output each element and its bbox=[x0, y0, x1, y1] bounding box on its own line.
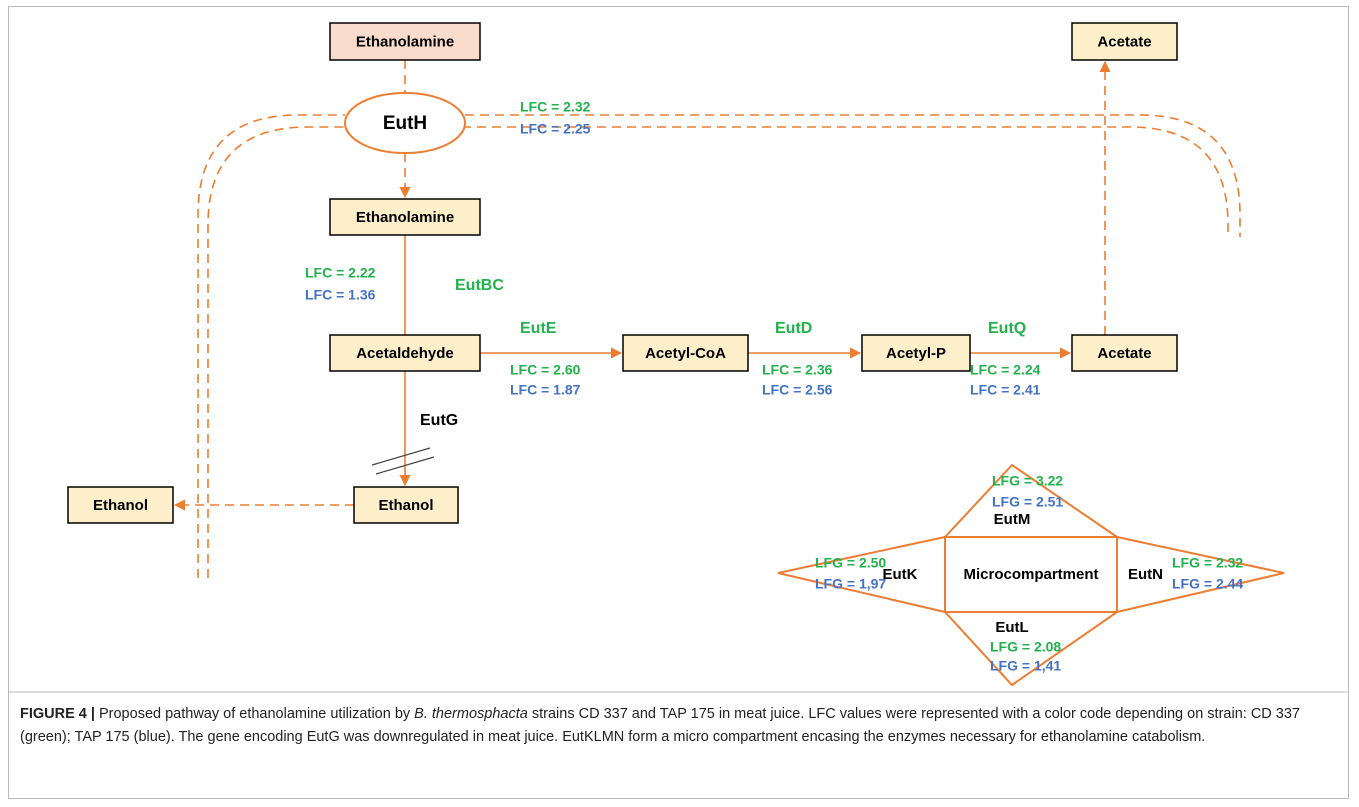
node-box bbox=[353, 486, 459, 524]
lfg-green: LFG = 3.22 bbox=[992, 473, 1063, 489]
lfc-blue: LFC = 1.36 bbox=[305, 287, 376, 303]
figure-frame bbox=[8, 6, 1349, 799]
caption-species: B. thermosphacta bbox=[414, 706, 528, 722]
lfg-green: LFG = 2.08 bbox=[990, 639, 1061, 655]
caption-label: FIGURE 4 | bbox=[20, 706, 95, 722]
enzyme: EutBC bbox=[455, 277, 504, 294]
lfc-green: LFC = 2.36 bbox=[762, 362, 833, 378]
block-mark bbox=[371, 447, 431, 466]
node-label: Acetaldehyde bbox=[356, 345, 454, 362]
enzyme: EutE bbox=[520, 320, 557, 337]
node-box bbox=[67, 486, 174, 524]
node-label: Acetate bbox=[1097, 345, 1151, 362]
membrane bbox=[197, 114, 345, 578]
node-label: Ethanolamine bbox=[356, 33, 454, 50]
microcompartment-label: Microcompartment bbox=[963, 566, 1098, 583]
transporter-label: EutH bbox=[383, 113, 427, 134]
lfc-blue: LFC = 2.56 bbox=[762, 382, 833, 398]
node-box bbox=[1071, 334, 1178, 372]
node-label: Acetyl-P bbox=[886, 345, 946, 362]
pathway-diagram: EutH Ethanolamine Ethanolamine Acetaldehyd… bbox=[9, 22, 1348, 693]
shell-protein: EutM bbox=[994, 511, 1031, 528]
node-label: Ethanol bbox=[93, 497, 148, 514]
node-box bbox=[1071, 22, 1178, 61]
caption-text: Proposed pathway of ethanolamine utiliza… bbox=[94, 706, 415, 722]
transporter bbox=[344, 92, 466, 154]
shell-protein: EutK bbox=[883, 566, 918, 583]
lfg-blue: LFG = 2.44 bbox=[1172, 576, 1243, 592]
node-box bbox=[329, 22, 481, 61]
membrane bbox=[462, 126, 1229, 237]
block-mark bbox=[375, 456, 435, 475]
lfc-blue: LFC = 2.41 bbox=[970, 382, 1041, 398]
enzyme: EutD bbox=[775, 320, 812, 337]
node-label: Ethanol bbox=[379, 497, 434, 514]
lfc-blue: LFC = 2.25 bbox=[520, 121, 591, 137]
lfg-blue: LFG = 1,97 bbox=[815, 576, 886, 592]
lfc-green: LFC = 2.22 bbox=[305, 265, 376, 281]
shell-protein: EutL bbox=[995, 619, 1028, 636]
lfg-green: LFG = 2.50 bbox=[815, 555, 886, 571]
lfc-green: LFC = 2.60 bbox=[510, 362, 581, 378]
node-box bbox=[861, 334, 971, 372]
membrane bbox=[465, 114, 1241, 237]
lfg-blue: LFG = 2.51 bbox=[992, 494, 1063, 510]
lfg-green: LFG = 2.32 bbox=[1172, 555, 1243, 571]
microcompartment-shape bbox=[777, 463, 1285, 687]
lfc-green: LFC = 2.24 bbox=[970, 362, 1041, 378]
lfc-green: LFC = 2.32 bbox=[520, 99, 591, 115]
membrane bbox=[207, 126, 348, 578]
node-box bbox=[329, 334, 481, 372]
node-box bbox=[329, 198, 481, 236]
shell-protein: EutN bbox=[1128, 566, 1163, 583]
caption: FIGURE 4 | Proposed pathway of ethanolam… bbox=[20, 703, 1340, 748]
node-label: Ethanolamine bbox=[356, 209, 454, 226]
lfg-blue: LFG = 1,41 bbox=[990, 658, 1061, 674]
enzyme: EutG bbox=[420, 412, 458, 429]
enzyme: EutQ bbox=[988, 320, 1026, 337]
node-label: Acetate bbox=[1097, 33, 1151, 50]
lfc-blue: LFC = 1.87 bbox=[510, 382, 581, 398]
caption-text: strains CD 337 and TAP 175 in meat juice… bbox=[20, 706, 1300, 745]
node-box bbox=[622, 334, 749, 372]
node-label: Acetyl-CoA bbox=[645, 345, 726, 362]
